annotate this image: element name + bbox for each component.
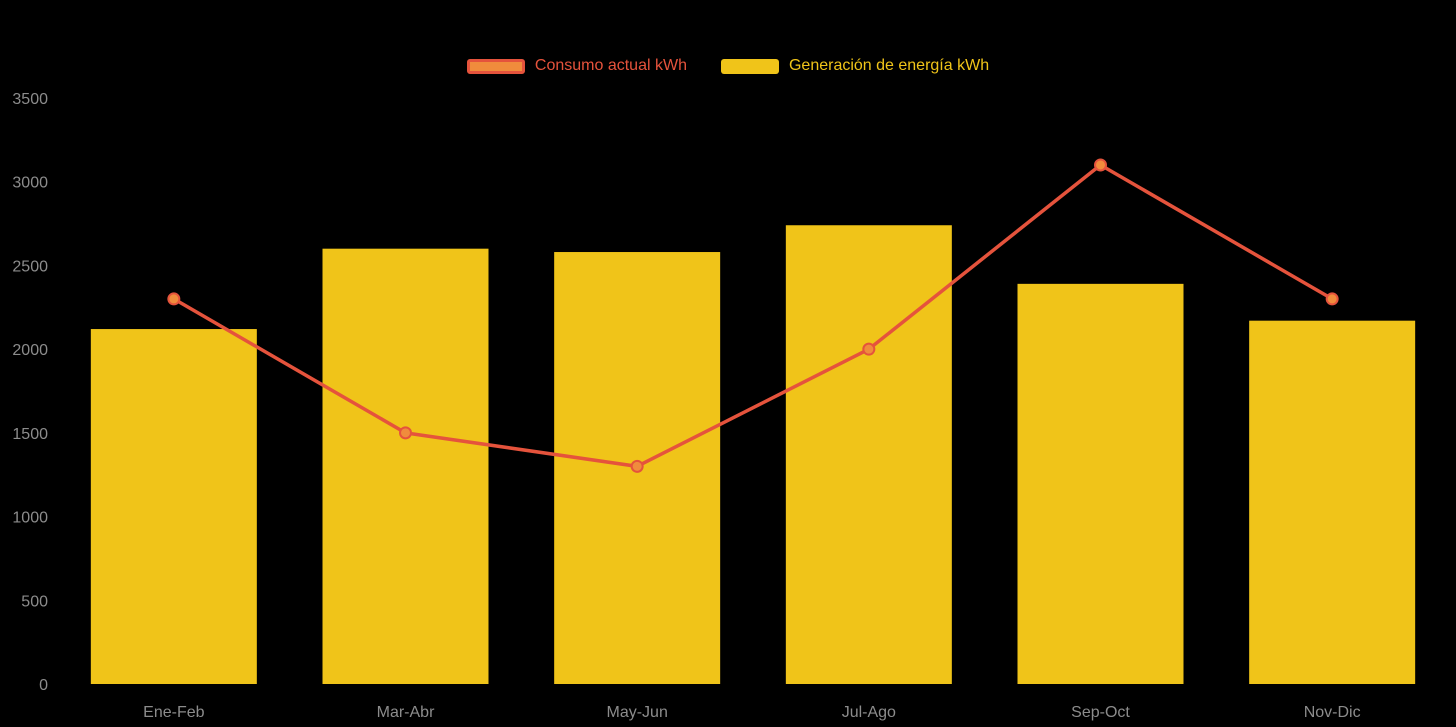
x-tick-label-Nov-Dic: Nov-Dic — [1304, 704, 1361, 721]
y-tick-label: 1500 — [12, 426, 48, 443]
line-point-Nov-Dic[interactable] — [1325, 292, 1339, 306]
y-tick-label: 500 — [21, 593, 48, 610]
y-tick-label: 2000 — [12, 342, 48, 359]
x-tick-label-Sep-Oct: Sep-Oct — [1071, 704, 1130, 721]
consumo-line-swatch — [466, 58, 525, 74]
bar-series-generacion — [90, 225, 1416, 684]
legend-label-consumo: Consumo actual kWh — [534, 57, 687, 74]
x-tick-label-Jul-Ago: Jul-Ago — [842, 704, 896, 721]
line-point-Sep-Oct[interactable] — [1094, 158, 1107, 172]
legend: Consumo actual kWh Generación de energía… — [0, 58, 1456, 74]
bar-Sep-Oct[interactable] — [1017, 283, 1184, 684]
bar-Jul-Ago[interactable] — [785, 225, 952, 684]
line-series-consumo — [172, 163, 1334, 469]
x-tick-label-Ene-Feb: Ene-Feb — [143, 704, 204, 721]
legend-item-generacion[interactable]: Generación de energía kWh — [720, 57, 990, 74]
line-points-consumo — [167, 158, 1339, 473]
bar-Nov-Dic[interactable] — [1249, 320, 1416, 684]
line-point-May-Jun[interactable] — [630, 459, 644, 473]
y-tick-label: 3000 — [12, 175, 48, 192]
x-tick-label-May-Jun: May-Jun — [606, 704, 667, 721]
y-tick-label: 3500 — [12, 91, 48, 108]
y-tick-label: 0 — [39, 677, 48, 694]
x-axis-labels: Ene-Feb Mar-Abr May-Jun Jul-Ago Sep-Oct Nov-D… — [143, 704, 1360, 721]
y-tick-label: 2500 — [12, 258, 48, 275]
x-tick-label-Mar-Abr: Mar-Abr — [377, 704, 435, 721]
bar-Ene-Feb[interactable] — [90, 329, 257, 684]
y-tick-label: 1000 — [12, 510, 48, 527]
legend-label-generacion: Generación de energía kWh — [788, 57, 990, 74]
y-axis-labels: 0 500 1000 1500 2000 2500 3000 3500 — [12, 91, 48, 694]
line-point-Mar-Abr[interactable] — [399, 426, 412, 440]
generacion-bar-swatch — [720, 58, 779, 74]
bar-Mar-Abr[interactable] — [322, 248, 489, 684]
line-point-Jul-Ago[interactable] — [862, 342, 876, 356]
line-point-Ene-Feb[interactable] — [167, 292, 181, 306]
legend-item-consumo[interactable]: Consumo actual kWh — [466, 57, 687, 74]
